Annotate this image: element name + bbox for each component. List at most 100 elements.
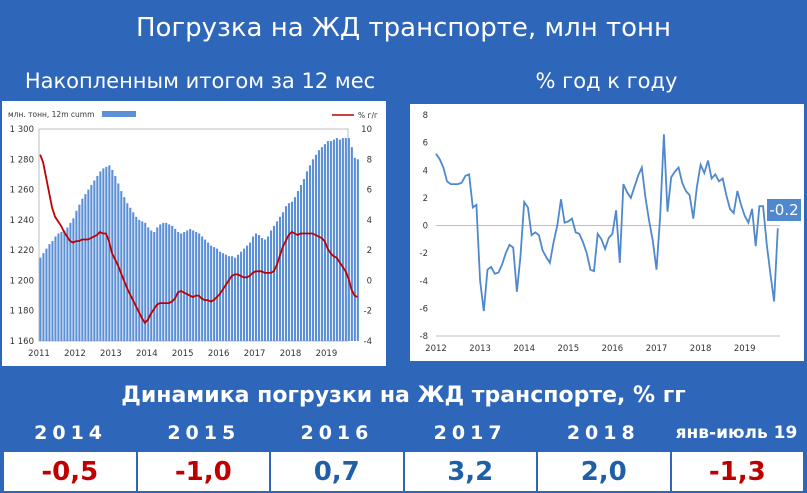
- bar: [284, 206, 288, 341]
- table-header-cell: янв-июль 19: [675, 423, 798, 443]
- bar: [51, 241, 54, 341]
- table-header-cell: 2017: [433, 422, 507, 444]
- y-right-tick-label: 0: [367, 276, 372, 286]
- x-tick-label: 2017: [646, 344, 668, 354]
- bar: [287, 203, 291, 341]
- bar: [341, 138, 344, 341]
- legend-bars-label: млн. тонн, 12m cumm: [8, 110, 94, 119]
- bar: [96, 175, 99, 341]
- bar: [72, 218, 75, 341]
- yoy-chart-panel: -8 -6 -4 -2 0 2 4 6 8 2012 2013 2014 2015 2016 2017 201…: [410, 104, 804, 361]
- bar: [171, 225, 174, 341]
- bar: [42, 253, 45, 341]
- x-tick-label: 2014: [513, 344, 535, 354]
- bar: [189, 228, 192, 341]
- bar: [281, 212, 285, 341]
- bar: [198, 233, 201, 341]
- bar: [347, 138, 350, 341]
- bar: [39, 257, 42, 341]
- bar: [141, 221, 144, 341]
- bar: [296, 191, 300, 341]
- bar: [234, 257, 237, 341]
- table-value-cell: -0,5: [41, 456, 99, 487]
- bar: [210, 245, 213, 341]
- y-right-tick-label: 10: [361, 125, 372, 135]
- table-value-cell: -1,3: [669, 452, 804, 491]
- bar: [338, 139, 341, 341]
- table-header-row: 2014 2015 2016 2017 2018 янв-июль 19: [4, 416, 803, 450]
- bar: [150, 230, 153, 341]
- x-tick-label: 2015: [172, 349, 194, 359]
- bar: [123, 197, 126, 341]
- bar: [207, 242, 210, 341]
- y-tick-label: -4: [420, 277, 428, 287]
- bar: [45, 248, 48, 341]
- table-value-row: -0,5 -1,0 0,7 3,2 2,0 -1,3: [4, 452, 803, 491]
- y-tick-label: -2: [420, 249, 428, 259]
- bar: [162, 222, 165, 341]
- yoy-series-line: [435, 134, 779, 312]
- bar: [186, 230, 189, 341]
- bar: [219, 251, 222, 341]
- bar: [266, 236, 270, 341]
- bar: [344, 138, 347, 341]
- bar: [213, 247, 216, 341]
- bar: [129, 207, 132, 341]
- legend-line-label: % г/г: [358, 111, 378, 120]
- bar: [299, 185, 303, 341]
- y-right-tick-label: 4: [367, 216, 372, 226]
- y-tick-label: 2: [423, 194, 428, 204]
- bar: [165, 222, 168, 341]
- y-right-tick-label: -2: [364, 307, 372, 317]
- table-value-cell: 2,0: [536, 452, 670, 491]
- bar: [180, 233, 183, 341]
- bar: [168, 224, 171, 341]
- bar: [108, 165, 111, 341]
- cumulative-chart-panel: млн. тонн, 12m cumm % г/г 1 160 1 180 1 200 1…: [2, 101, 386, 366]
- bar: [54, 236, 57, 341]
- bar: [260, 238, 264, 341]
- bar: [63, 230, 66, 341]
- bar: [117, 183, 120, 341]
- bar: [183, 231, 186, 341]
- bar: [126, 203, 129, 341]
- y-right-tick-label: 6: [367, 186, 372, 196]
- bar: [350, 147, 353, 341]
- x-tick-label: 2019: [734, 344, 756, 354]
- bar: [138, 219, 141, 341]
- bar: [81, 198, 84, 341]
- y-tick-label: 0: [423, 222, 428, 232]
- x-tick-label: 2018: [690, 344, 712, 354]
- bar: [87, 189, 90, 341]
- bar: [144, 222, 147, 341]
- bar: [237, 254, 240, 341]
- y-left-tick-label: 1 200: [10, 276, 34, 286]
- bar: [356, 159, 359, 341]
- yoy-end-label: -0.2: [767, 199, 801, 221]
- bar: [302, 178, 306, 341]
- y-right-tick-label: 2: [367, 246, 372, 256]
- table-header-cell: 2018: [566, 422, 640, 444]
- bar: [66, 227, 69, 341]
- bar: [332, 139, 335, 341]
- bar: [156, 227, 159, 341]
- bar: [90, 185, 93, 341]
- y-left-tick-label: 1 240: [10, 216, 34, 226]
- table-header-cell: 2016: [300, 422, 374, 444]
- bar: [308, 165, 311, 341]
- x-tick-label: 2013: [100, 349, 122, 359]
- x-tick-label: 2018: [280, 349, 302, 359]
- x-tick-label: 2016: [602, 344, 624, 354]
- bar: [204, 239, 207, 341]
- legend-bars-swatch: [102, 111, 136, 117]
- table-title: Динамика погрузки на ЖД транспорте, % гг: [121, 382, 686, 408]
- bar: [84, 194, 87, 341]
- bar: [201, 236, 204, 341]
- bar: [320, 147, 323, 341]
- bar: [177, 231, 180, 341]
- cumulative-chart: млн. тонн, 12m cumm % г/г 1 160 1 180 1 200 1…: [8, 110, 378, 359]
- bar: [99, 171, 102, 341]
- y-right-tick-label: -4: [364, 337, 372, 347]
- table-value-cell: 3,2: [402, 452, 537, 491]
- table-header-cell: 2015: [167, 422, 241, 444]
